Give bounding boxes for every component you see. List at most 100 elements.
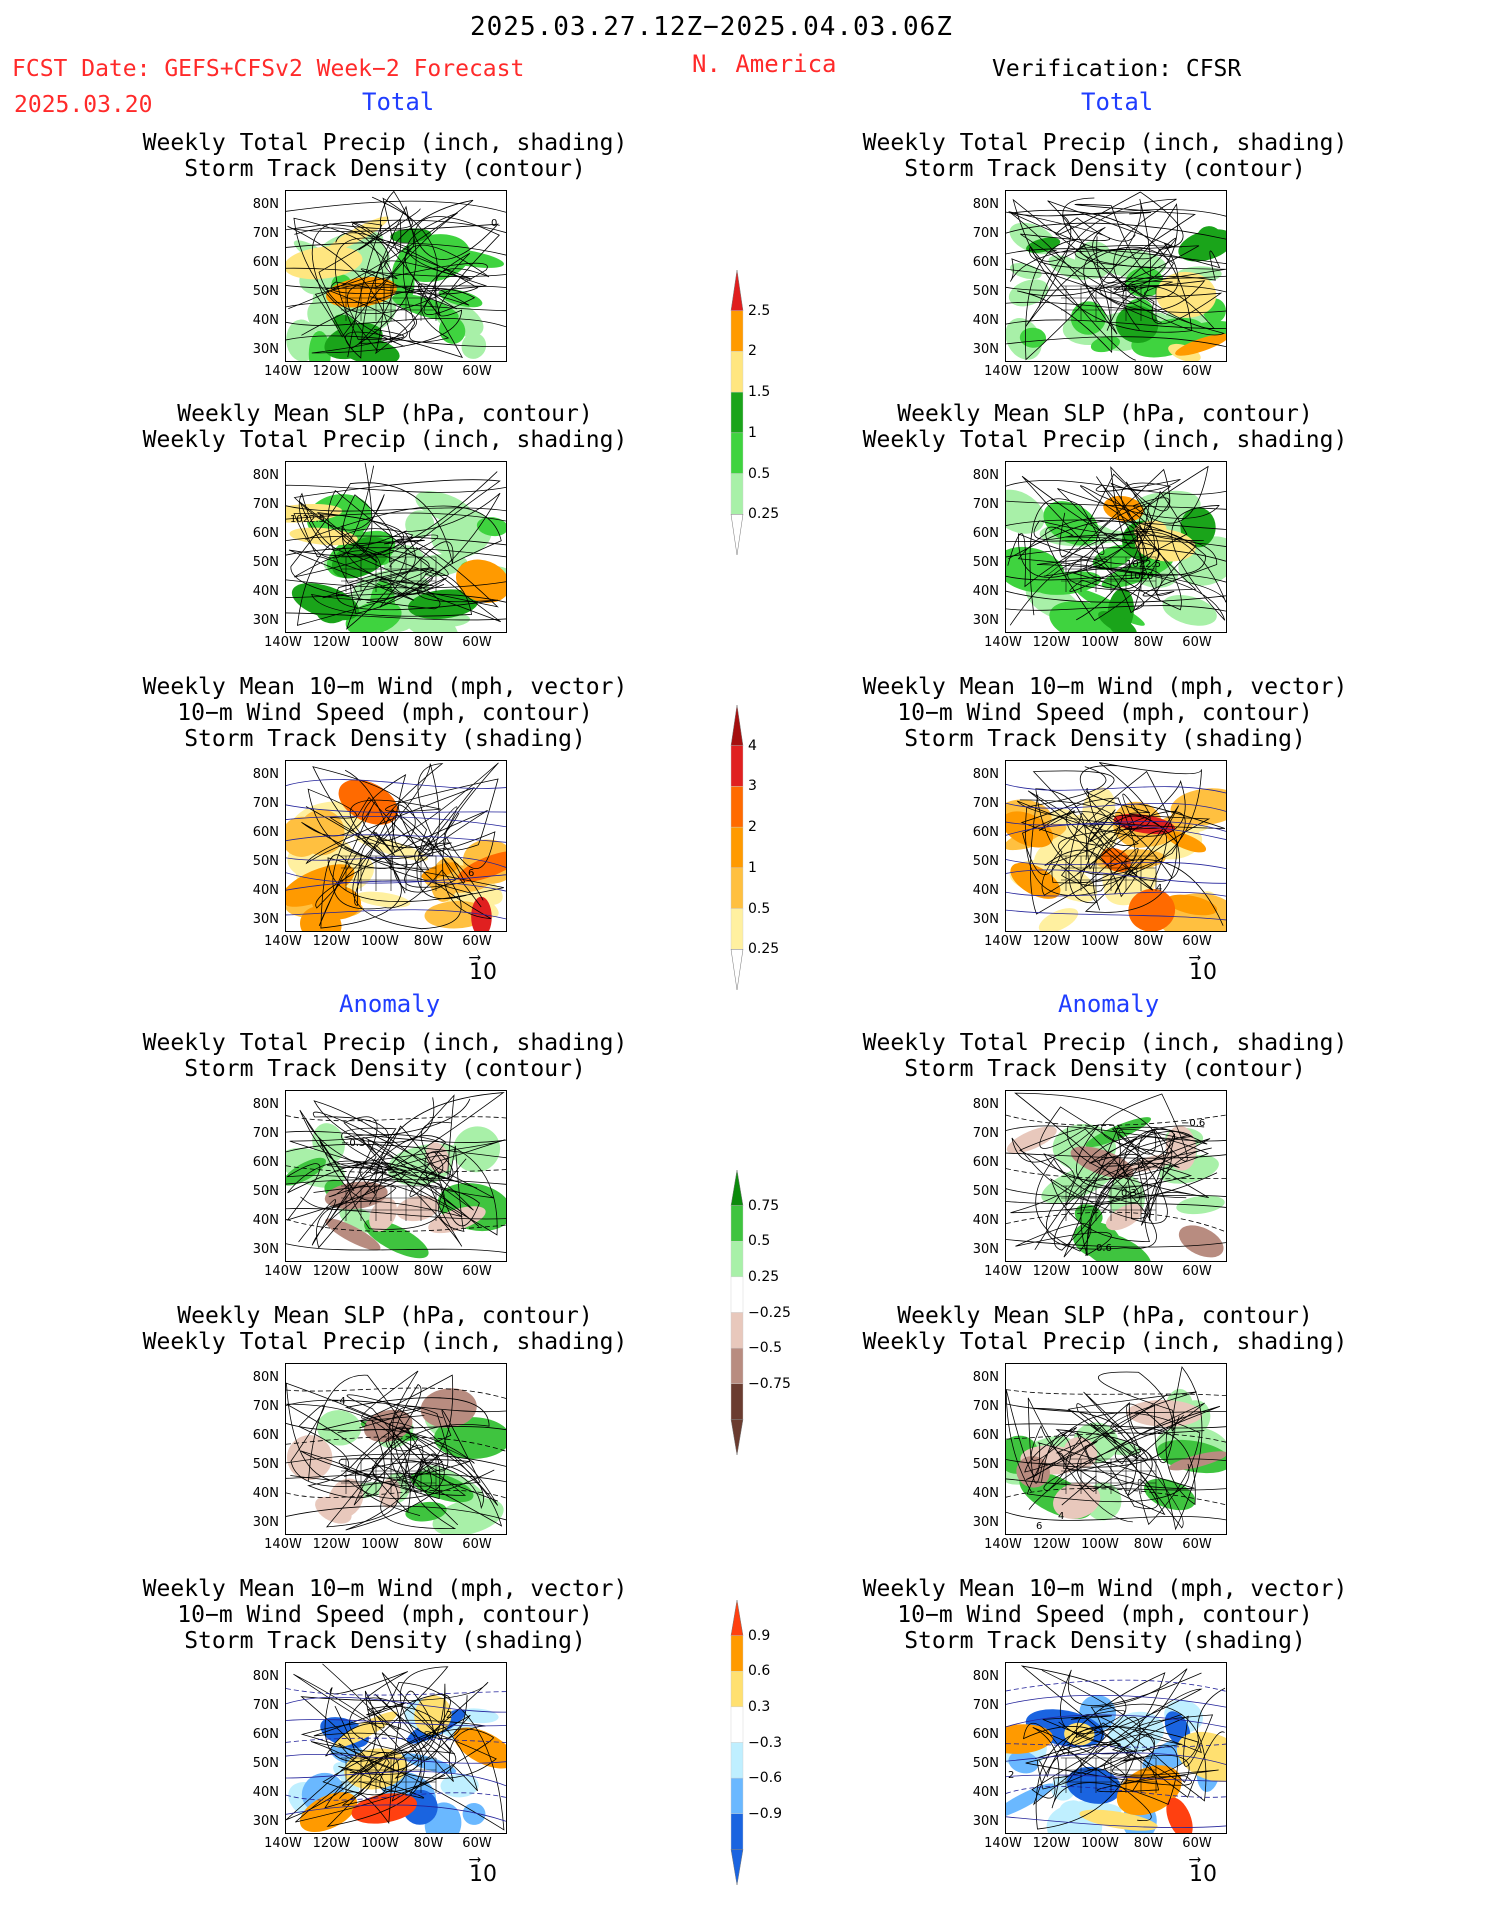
verification-label: Verification: CFSR bbox=[992, 56, 1242, 82]
colorbar-bottom-arrow bbox=[730, 1849, 744, 1886]
coastline bbox=[287, 205, 500, 354]
lon-tick-label: 120W bbox=[1032, 364, 1071, 379]
map-plot: −4 bbox=[286, 1370, 506, 1534]
contour-line bbox=[1006, 823, 1226, 840]
shading-region bbox=[401, 1753, 457, 1774]
panel-title: Weekly Total Precip (inch, shading) Storm… bbox=[105, 1030, 665, 1082]
contour-line bbox=[286, 1719, 506, 1727]
shading-region bbox=[308, 330, 331, 361]
map-plot: 2 bbox=[286, 1663, 506, 1833]
shading-region bbox=[289, 527, 358, 546]
lat-tick-label: 60N bbox=[972, 825, 999, 840]
shading-region bbox=[1019, 327, 1047, 348]
coastline bbox=[290, 462, 454, 610]
colorbar-label: 0.6 bbox=[748, 1663, 771, 1680]
coastline bbox=[287, 1092, 505, 1236]
lat-tick-label: 60N bbox=[252, 255, 279, 270]
coastline bbox=[1056, 1403, 1196, 1506]
colorbar-label: 0.75 bbox=[748, 1197, 780, 1214]
lat-tick-label: 70N bbox=[252, 1698, 279, 1713]
coastline bbox=[1008, 488, 1226, 621]
shading-region bbox=[428, 1206, 486, 1234]
contour-line bbox=[286, 872, 506, 884]
coastline bbox=[1032, 1716, 1199, 1830]
shading-region bbox=[328, 1478, 364, 1518]
colorbar-label: 0.5 bbox=[748, 900, 771, 917]
contour-line bbox=[1006, 1188, 1226, 1198]
colorbar-segment bbox=[730, 867, 744, 909]
shading-region bbox=[1079, 1809, 1158, 1831]
lat-tick-label: 80N bbox=[252, 1370, 279, 1385]
lat-tick-label: 40N bbox=[972, 1213, 999, 1228]
panel-title-line: Weekly Mean 10−m Wind (mph, vector) bbox=[862, 674, 1348, 700]
contour-line bbox=[286, 335, 506, 348]
colorbar-label: −0.75 bbox=[748, 1375, 791, 1392]
contour-line bbox=[286, 219, 506, 233]
lon-tick-label: 60W bbox=[462, 1264, 492, 1279]
coastline bbox=[288, 494, 499, 608]
coastline bbox=[1027, 1371, 1184, 1523]
coastline bbox=[1037, 1668, 1226, 1790]
lon-tick-label: 100W bbox=[361, 635, 399, 650]
contour-label: 1022.5 bbox=[290, 514, 325, 525]
contour-line bbox=[286, 1387, 506, 1399]
contour-label: 0.6 bbox=[1096, 1243, 1112, 1254]
contour-line bbox=[1006, 573, 1226, 583]
lat-tick-label: 60N bbox=[252, 825, 279, 840]
colorbar-label: 0.3 bbox=[748, 1698, 771, 1715]
lat-tick-label: 30N bbox=[972, 613, 999, 628]
colorbar-label: 2 bbox=[748, 343, 757, 360]
colorbar-label: −0.3 bbox=[748, 1734, 782, 1751]
coastline bbox=[293, 1663, 489, 1828]
contour-line bbox=[1006, 1152, 1226, 1159]
contour-label: 0.5 bbox=[1121, 283, 1137, 294]
panel-title-line: Storm Track Density (shading) bbox=[184, 1628, 586, 1654]
contour-line bbox=[286, 547, 506, 558]
contour-line bbox=[1006, 519, 1226, 530]
coastline bbox=[310, 1690, 494, 1825]
colorbar-segment bbox=[730, 1635, 744, 1672]
lat-tick-label: 40N bbox=[252, 883, 279, 898]
contour-line bbox=[1006, 209, 1226, 217]
contour-line bbox=[1006, 285, 1226, 293]
contour-line bbox=[1006, 336, 1226, 348]
colorbar-top-arrow bbox=[730, 1170, 744, 1206]
vector-scale-arrow: ⟶ bbox=[470, 947, 480, 966]
contour-line bbox=[286, 1130, 506, 1143]
shading-region bbox=[1006, 489, 1045, 534]
lat-tick-label: 30N bbox=[252, 1242, 279, 1257]
lon-tick-label: 80W bbox=[413, 1264, 444, 1279]
contour-line bbox=[1006, 480, 1226, 495]
panel-title-line: 10−m Wind Speed (mph, contour) bbox=[897, 700, 1313, 726]
vector-scale-label: 10 bbox=[469, 1862, 497, 1887]
lat-tick-label: 70N bbox=[972, 226, 999, 241]
coastline bbox=[1050, 1128, 1210, 1243]
coastline bbox=[320, 762, 499, 929]
colorbar-segment bbox=[730, 1706, 744, 1743]
contour-label: 1020 bbox=[1128, 571, 1153, 582]
map-panel: 0.5 bbox=[1005, 190, 1227, 362]
contour-line bbox=[1006, 1125, 1226, 1142]
lon-tick-label: 100W bbox=[1081, 1537, 1119, 1552]
coastline bbox=[301, 763, 482, 927]
contour-line bbox=[286, 834, 506, 843]
lat-tick-label: 70N bbox=[252, 1126, 279, 1141]
shading-region bbox=[351, 1793, 417, 1824]
panel-title: Weekly Mean SLP (hPa, contour) Weekly Tot… bbox=[105, 1303, 665, 1355]
lat-tick-label: 70N bbox=[252, 796, 279, 811]
map-panel: 1022.5 bbox=[285, 461, 507, 633]
contour-line bbox=[286, 1243, 506, 1253]
contour-line bbox=[286, 1754, 506, 1764]
coastline bbox=[288, 199, 474, 359]
coastline bbox=[1079, 203, 1223, 325]
contour-line bbox=[1006, 319, 1226, 329]
panel-title-line: Weekly Total Precip (inch, shading) bbox=[142, 130, 628, 156]
shading-region bbox=[410, 1471, 474, 1503]
panel-title-line: Weekly Total Precip (inch, shading) bbox=[142, 427, 628, 453]
colorbar-label: 0.25 bbox=[748, 506, 780, 523]
lon-tick-label: 60W bbox=[462, 1537, 492, 1552]
coastline bbox=[1034, 1366, 1221, 1531]
contour-label: 6 bbox=[468, 868, 474, 879]
lon-tick-label: 60W bbox=[462, 635, 492, 650]
contour-line bbox=[1006, 1743, 1226, 1748]
